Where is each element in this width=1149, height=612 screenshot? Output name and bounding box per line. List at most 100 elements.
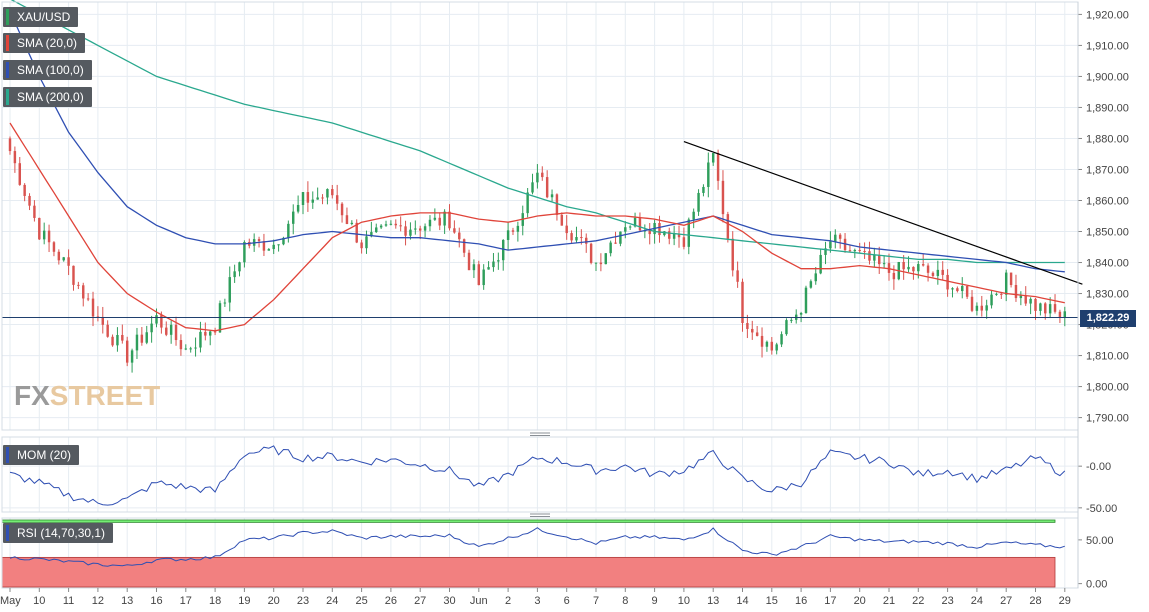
candle-body [8, 138, 12, 152]
candle-body [589, 243, 593, 263]
legend-rsi-label: RSI (14,70,30,1) [17, 526, 106, 540]
candle-body [306, 192, 310, 203]
candle-body [340, 203, 344, 216]
candle-body [174, 324, 178, 341]
candle-body [780, 334, 783, 345]
candle-body [272, 244, 275, 250]
candle-body [238, 262, 241, 272]
candle-body [1034, 298, 1037, 311]
candle-body [370, 232, 373, 237]
x-tick-label: 15 [766, 595, 778, 607]
x-tick-label: 27 [414, 595, 426, 607]
candle-body [13, 151, 17, 164]
candle-body [511, 230, 515, 232]
x-tick-label: 25 [355, 595, 367, 607]
candle-body [33, 205, 36, 218]
legend-rsi[interactable]: RSI (14,70,30,1) [3, 523, 114, 543]
candle-body [624, 227, 627, 232]
candle-body [67, 257, 70, 266]
candle-body [213, 331, 217, 333]
candle-body [204, 331, 207, 336]
candle-body [1000, 293, 1003, 295]
candle-body [77, 284, 80, 286]
candle-body [282, 237, 285, 245]
candle-body [1058, 311, 1062, 318]
candle-body [907, 266, 910, 270]
candle-body [814, 273, 817, 282]
candle-body [331, 189, 334, 196]
candle-body [716, 153, 720, 181]
candle-body [585, 237, 588, 244]
candle-body [980, 305, 984, 311]
candle-body [770, 341, 774, 351]
candle-body [878, 254, 881, 265]
candle-body [902, 261, 905, 270]
x-tick-label: 23 [297, 595, 309, 607]
y-tick-label: 1,800.00 [1086, 382, 1129, 394]
candle-body [1014, 284, 1018, 299]
sma100-line [9, 11, 1065, 273]
candle-body [858, 249, 861, 251]
candle-body [23, 184, 26, 196]
legend-sma20-label: SMA (20,0) [17, 36, 78, 50]
legend-sma20[interactable]: SMA (20,0) [3, 33, 86, 53]
candle-body [985, 305, 988, 311]
legend-symbol[interactable]: XAU/USD [3, 7, 79, 27]
x-tick-label: 21 [883, 595, 895, 607]
candle-body [82, 285, 85, 299]
candle-body [379, 225, 383, 228]
candle-body [165, 327, 168, 335]
x-tick-label: 8 [622, 595, 628, 607]
candle-body [111, 336, 114, 346]
candle-body [497, 260, 500, 262]
fxstreet-watermark: FXSTREET [14, 380, 160, 412]
y-tick-label: 1,890.00 [1086, 102, 1129, 114]
rsi-tick-label: 50.00 [1086, 535, 1114, 547]
candle-body [189, 348, 192, 350]
x-tick-label: 10 [33, 595, 45, 607]
candle-body [711, 153, 715, 163]
candle-body [86, 298, 90, 300]
candle-body [462, 239, 466, 253]
candle-body [28, 195, 31, 206]
candle-body [121, 334, 124, 341]
x-tick-label: 14 [736, 595, 748, 607]
candle-body [751, 328, 754, 333]
candle-body [433, 217, 437, 220]
candle-body [892, 272, 896, 280]
candle-body [882, 263, 886, 265]
candle-body [91, 298, 95, 317]
candle-body [550, 194, 554, 198]
x-tick-label: 13 [707, 595, 719, 607]
candle-body [790, 319, 793, 321]
candle-body [668, 231, 671, 239]
candle-body [355, 222, 358, 243]
x-tick-label: 12 [92, 595, 104, 607]
candle-body [536, 172, 539, 183]
candle-body [853, 249, 857, 252]
candle-body [404, 226, 407, 236]
mom-line [9, 445, 1066, 506]
candle-body [707, 162, 710, 187]
x-tick-label: 30 [443, 595, 455, 607]
y-tick-label: 1,830.00 [1086, 289, 1129, 301]
candle-body [672, 233, 676, 239]
candle-body [746, 323, 749, 329]
candle-body [184, 348, 188, 350]
y-tick-label: 1,880.00 [1086, 133, 1129, 145]
candle-body [477, 264, 481, 286]
legend-sma100[interactable]: SMA (100,0) [3, 60, 92, 80]
candle-body [619, 231, 622, 244]
candle-body [257, 239, 261, 242]
sma-lines-layer [2, 0, 1083, 332]
legend-sma200[interactable]: SMA (200,0) [3, 87, 92, 107]
candle-body [487, 267, 490, 270]
candle-body [809, 281, 813, 288]
candle-body [697, 192, 700, 212]
candle-body [52, 242, 56, 252]
candle-body [804, 287, 808, 314]
candle-body [887, 263, 891, 273]
candle-body [316, 197, 319, 200]
legend-mom[interactable]: MOM (20) [3, 445, 79, 465]
candle-body [301, 192, 305, 205]
